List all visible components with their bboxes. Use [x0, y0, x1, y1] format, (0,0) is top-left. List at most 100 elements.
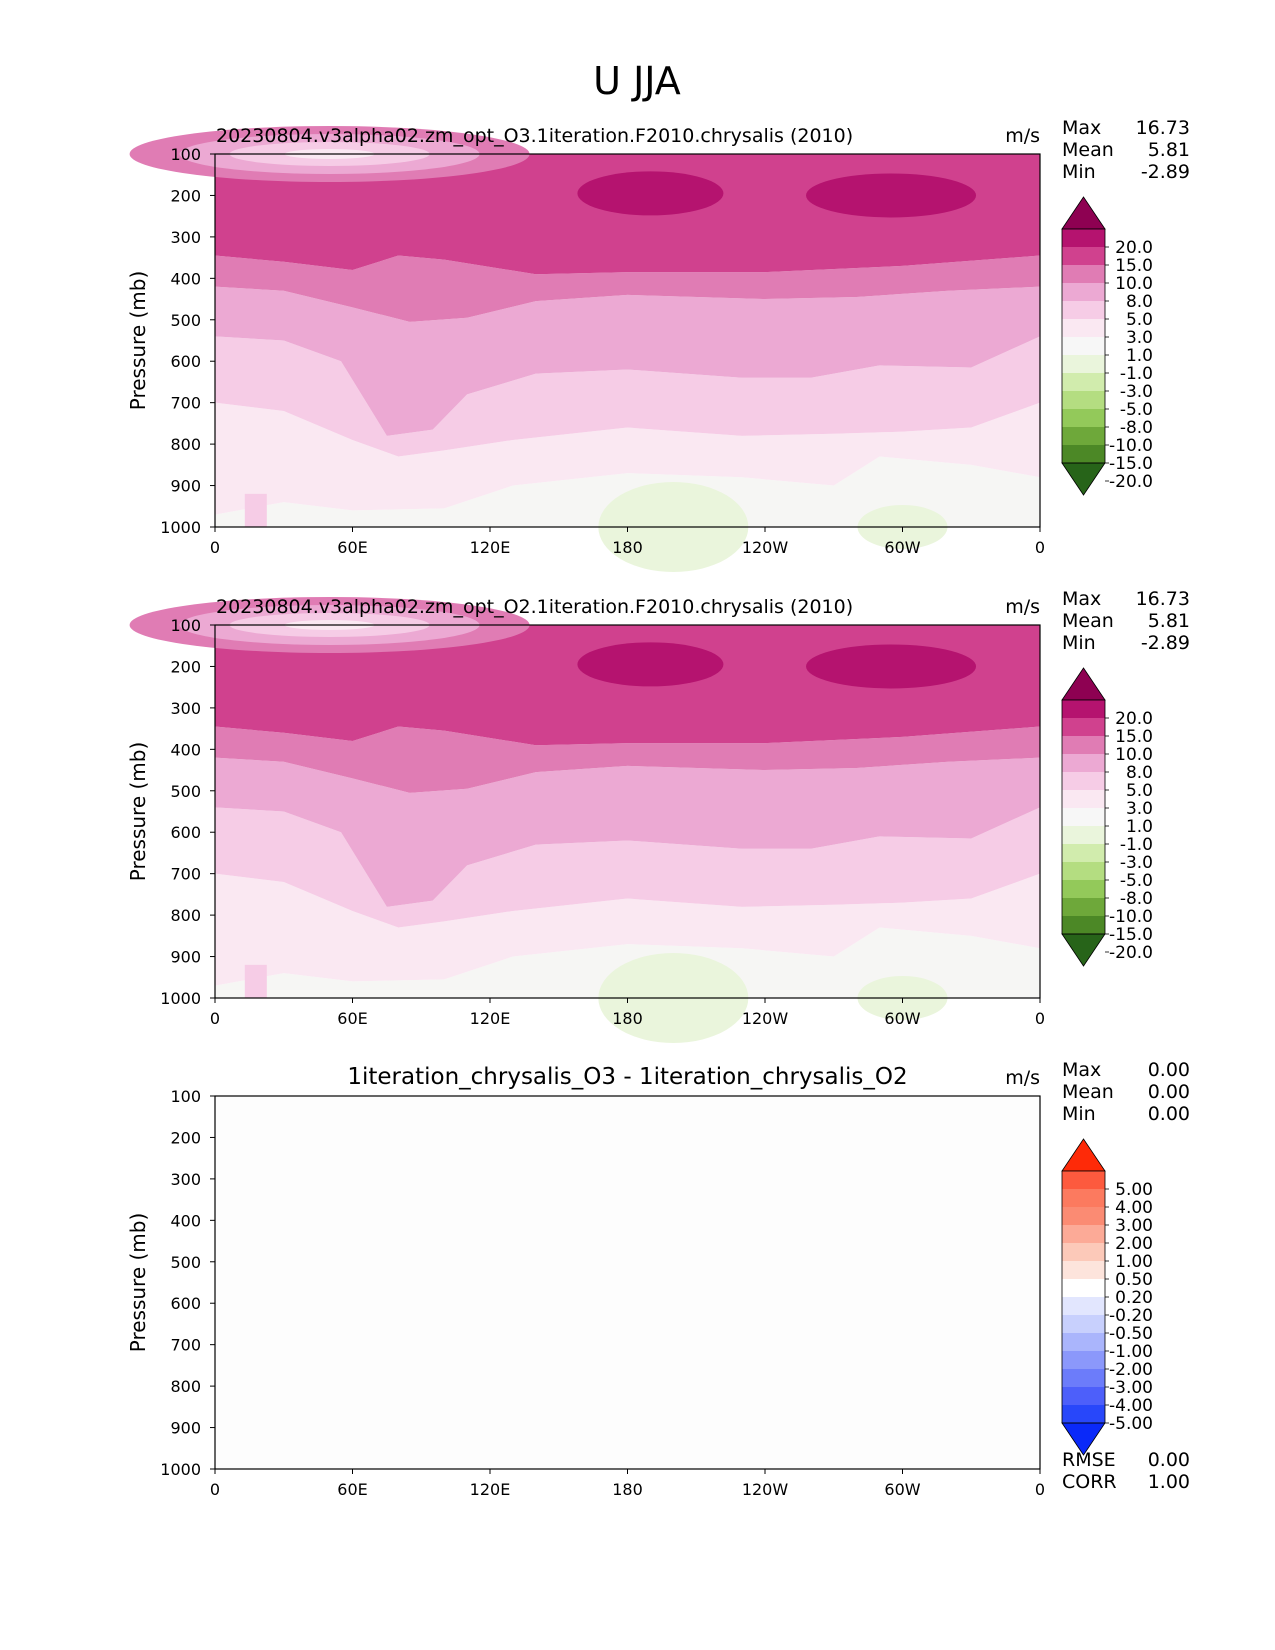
- x-tick-label: 60E: [337, 1009, 367, 1028]
- colorbar-label: 10.0: [1115, 745, 1153, 765]
- y-tick-label: 100: [170, 1087, 201, 1106]
- contour-band-4: [215, 726, 1040, 793]
- stat-label: Max: [1062, 117, 1101, 139]
- y-tick-label: 400: [170, 740, 201, 759]
- x-tick-label: 0: [210, 1480, 220, 1499]
- colorbar-label: -3.0: [1120, 382, 1153, 402]
- colorbar-label: 8.0: [1126, 292, 1153, 312]
- colorbar-label: 3.00: [1115, 1216, 1153, 1236]
- footer-stat-value: 0.00: [1148, 1449, 1190, 1471]
- colorbar-label: -0.20: [1109, 1306, 1153, 1326]
- x-tick-label: 60W: [884, 538, 920, 557]
- y-tick-label: 400: [170, 1211, 201, 1230]
- colorbar-label: 5.0: [1126, 310, 1153, 330]
- y-tick-label: 200: [170, 186, 201, 205]
- x-tick-label: 120W: [742, 1480, 789, 1499]
- colorbar-swatch: [1062, 427, 1105, 445]
- y-tick-label: 200: [170, 1128, 201, 1147]
- y-tick-label: 800: [170, 906, 201, 925]
- stat-value: -2.89: [1141, 161, 1190, 183]
- stat-value: 5.81: [1148, 610, 1190, 632]
- colorbar-extend-bottom: [1061, 462, 1106, 496]
- y-tick-label: 300: [170, 1170, 201, 1189]
- stat-label: Max: [1062, 588, 1101, 610]
- chart-panel-0: 20230804.v3alpha02.zm_opt_O3.1iteration.…: [126, 117, 1190, 572]
- stat-value: -2.89: [1141, 632, 1190, 654]
- y-tick-label: 100: [170, 616, 201, 635]
- colorbar-label: 4.00: [1115, 1198, 1153, 1218]
- y-tick-label: 1000: [160, 989, 201, 1008]
- colorbar-label: -2.00: [1109, 1360, 1153, 1380]
- stat-label: Min: [1062, 632, 1096, 654]
- colorbar-swatch: [1062, 373, 1105, 391]
- x-tick-label: 120E: [470, 1009, 511, 1028]
- colorbar-swatch: [1062, 445, 1105, 463]
- colorbar-label: 5.00: [1115, 1180, 1153, 1200]
- contour-band-2: [215, 336, 1040, 457]
- stat-value: 0.00: [1148, 1103, 1190, 1125]
- colorbar-extend-top: [1061, 1138, 1106, 1172]
- jet-core: [577, 642, 724, 687]
- colorbar-swatch: [1062, 844, 1105, 862]
- stat-label: Min: [1062, 1103, 1096, 1125]
- colorbar-frame: [1061, 699, 1106, 935]
- colorbar-swatch: [1062, 1261, 1105, 1279]
- colorbar-0: 20.015.010.08.05.03.01.0-1.0-3.0-5.0-8.0…: [1061, 196, 1153, 496]
- units-label: m/s: [1005, 596, 1040, 618]
- colorbar-swatch: [1062, 1279, 1105, 1297]
- colorbar-label: -15.0: [1109, 454, 1153, 474]
- colorbar-label: 8.0: [1126, 763, 1153, 783]
- y-tick-label: 100: [170, 145, 201, 164]
- colorbar-label: -15.0: [1109, 925, 1153, 945]
- units-label: m/s: [1005, 125, 1040, 147]
- colorbar-label: -10.0: [1109, 907, 1153, 927]
- colorbar-swatch: [1062, 1243, 1105, 1261]
- colorbar-label: 10.0: [1115, 274, 1153, 294]
- colorbar-swatch: [1062, 790, 1105, 808]
- stat-label: Min: [1062, 161, 1096, 183]
- stat-value: 0.00: [1148, 1059, 1190, 1081]
- y-axis-label: Pressure (mb): [126, 271, 150, 411]
- footer-stat-label: CORR: [1062, 1471, 1117, 1493]
- colorbar-swatch: [1062, 1171, 1105, 1189]
- colorbar-label: -3.0: [1120, 853, 1153, 873]
- stat-label: Mean: [1062, 139, 1114, 161]
- x-tick-label: 60W: [884, 1480, 920, 1499]
- y-tick-label: 900: [170, 477, 201, 496]
- colorbar-swatch: [1062, 772, 1105, 790]
- y-axis-label: Pressure (mb): [126, 742, 150, 882]
- stat-value: 16.73: [1136, 588, 1190, 610]
- y-tick-label: 600: [170, 352, 201, 371]
- x-tick-label: 120E: [470, 1480, 511, 1499]
- colorbar-swatch: [1062, 337, 1105, 355]
- colorbar-swatch: [1062, 1369, 1105, 1387]
- colorbar-swatch: [1062, 1387, 1105, 1405]
- panel-title: 20230804.v3alpha02.zm_opt_O2.1iteration.…: [216, 596, 853, 618]
- contour-patch: [244, 964, 267, 998]
- colorbar-2: 5.004.003.002.001.000.500.20-0.20-0.50-1…: [1061, 1138, 1153, 1456]
- colorbar-swatch: [1062, 1189, 1105, 1207]
- contour-field-0: [129, 126, 1040, 572]
- contour-band-1: [215, 873, 1040, 986]
- colorbar-label: -20.0: [1109, 943, 1153, 963]
- y-tick-label: 1000: [160, 1460, 201, 1479]
- stat-value: 5.81: [1148, 139, 1190, 161]
- contour-band-3: [215, 757, 1040, 907]
- panel-title: 20230804.v3alpha02.zm_opt_O3.1iteration.…: [216, 125, 853, 147]
- colorbar-swatch: [1062, 916, 1105, 934]
- colorbar-label: 1.0: [1126, 817, 1153, 837]
- colorbar-label: -3.00: [1109, 1378, 1153, 1398]
- colorbar-frame: [1061, 228, 1106, 464]
- colorbar-extend-bottom: [1061, 933, 1106, 967]
- stat-value: 0.00: [1148, 1081, 1190, 1103]
- y-tick-label: 600: [170, 823, 201, 842]
- x-tick-label: 60E: [337, 538, 367, 557]
- colorbar-swatch: [1062, 229, 1105, 247]
- y-tick-label: 400: [170, 269, 201, 288]
- chart-panel-1: 20230804.v3alpha02.zm_opt_O2.1iteration.…: [126, 588, 1190, 1043]
- colorbar-label: 0.20: [1115, 1288, 1153, 1308]
- y-tick-label: 800: [170, 1377, 201, 1396]
- colorbar-label: -1.00: [1109, 1342, 1153, 1362]
- colorbar-label: -5.0: [1120, 400, 1153, 420]
